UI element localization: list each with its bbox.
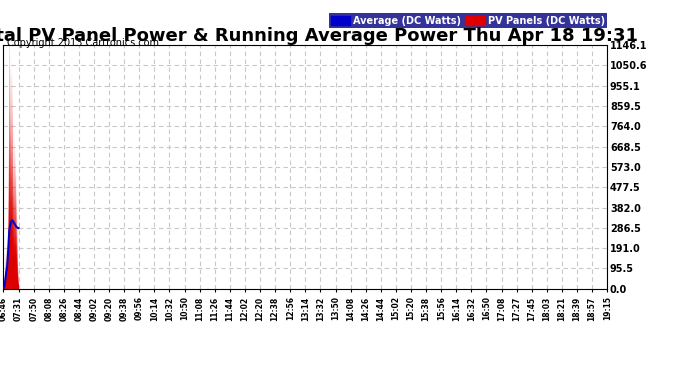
- Title: Total PV Panel Power & Running Average Power Thu Apr 18 19:31: Total PV Panel Power & Running Average P…: [0, 27, 638, 45]
- Legend: Average (DC Watts), PV Panels (DC Watts): Average (DC Watts), PV Panels (DC Watts): [328, 13, 607, 28]
- Text: Copyright 2013 Cartronics.com: Copyright 2013 Cartronics.com: [7, 38, 159, 48]
